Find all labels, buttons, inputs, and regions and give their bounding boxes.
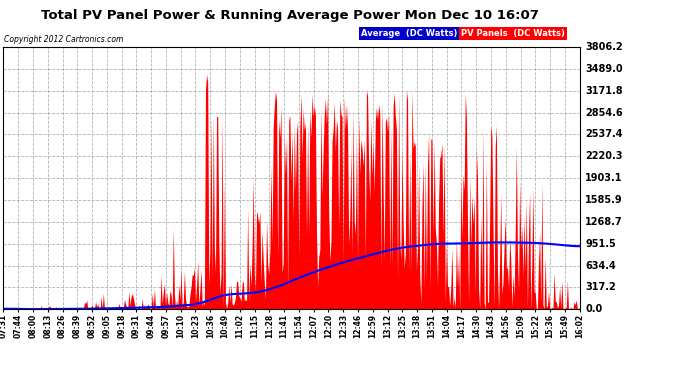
- Text: Copyright 2012 Cartronics.com: Copyright 2012 Cartronics.com: [4, 35, 124, 44]
- Text: 2220.3: 2220.3: [585, 151, 622, 161]
- Text: PV Panels  (DC Watts): PV Panels (DC Watts): [462, 29, 565, 38]
- Text: Average  (DC Watts): Average (DC Watts): [361, 29, 457, 38]
- Text: 317.2: 317.2: [585, 282, 616, 292]
- Text: 3171.8: 3171.8: [585, 86, 623, 96]
- Text: 3489.0: 3489.0: [585, 64, 623, 74]
- Text: 2537.4: 2537.4: [585, 129, 622, 140]
- Text: Total PV Panel Power & Running Average Power Mon Dec 10 16:07: Total PV Panel Power & Running Average P…: [41, 9, 539, 22]
- Text: 634.4: 634.4: [585, 261, 616, 271]
- Text: 951.5: 951.5: [585, 239, 616, 249]
- Text: 1268.7: 1268.7: [585, 217, 623, 227]
- Text: 0.0: 0.0: [585, 304, 602, 314]
- Text: 1585.9: 1585.9: [585, 195, 623, 205]
- Text: 3806.2: 3806.2: [585, 42, 623, 52]
- Text: 2854.6: 2854.6: [585, 108, 623, 117]
- Text: 1903.1: 1903.1: [585, 173, 622, 183]
